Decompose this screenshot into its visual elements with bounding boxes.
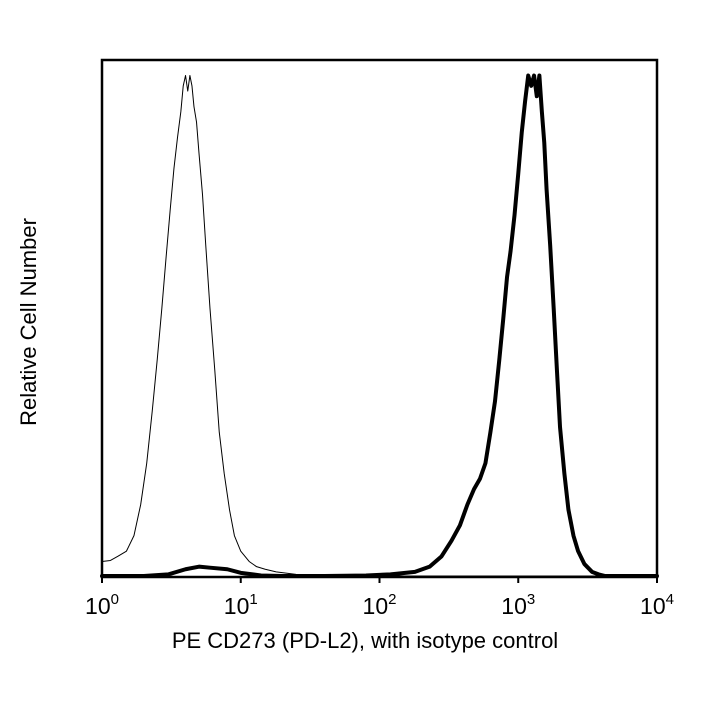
x-tick-label: 101: [224, 591, 258, 619]
x-tick-label: 103: [501, 591, 535, 619]
plot-frame: [100, 58, 659, 579]
series-line-stained: [100, 73, 659, 578]
x-tick-label: 100: [85, 591, 119, 619]
x-axis-title: PE CD273 (PD-L2), with isotype control: [172, 628, 558, 653]
series-layer: [100, 73, 659, 578]
x-tick-label: 104: [640, 591, 674, 619]
y-axis-title: Relative Cell Number: [16, 218, 41, 426]
x-tick-layer: 100 101 102 103 104: [85, 577, 674, 619]
x-tick-label: 102: [363, 591, 397, 619]
